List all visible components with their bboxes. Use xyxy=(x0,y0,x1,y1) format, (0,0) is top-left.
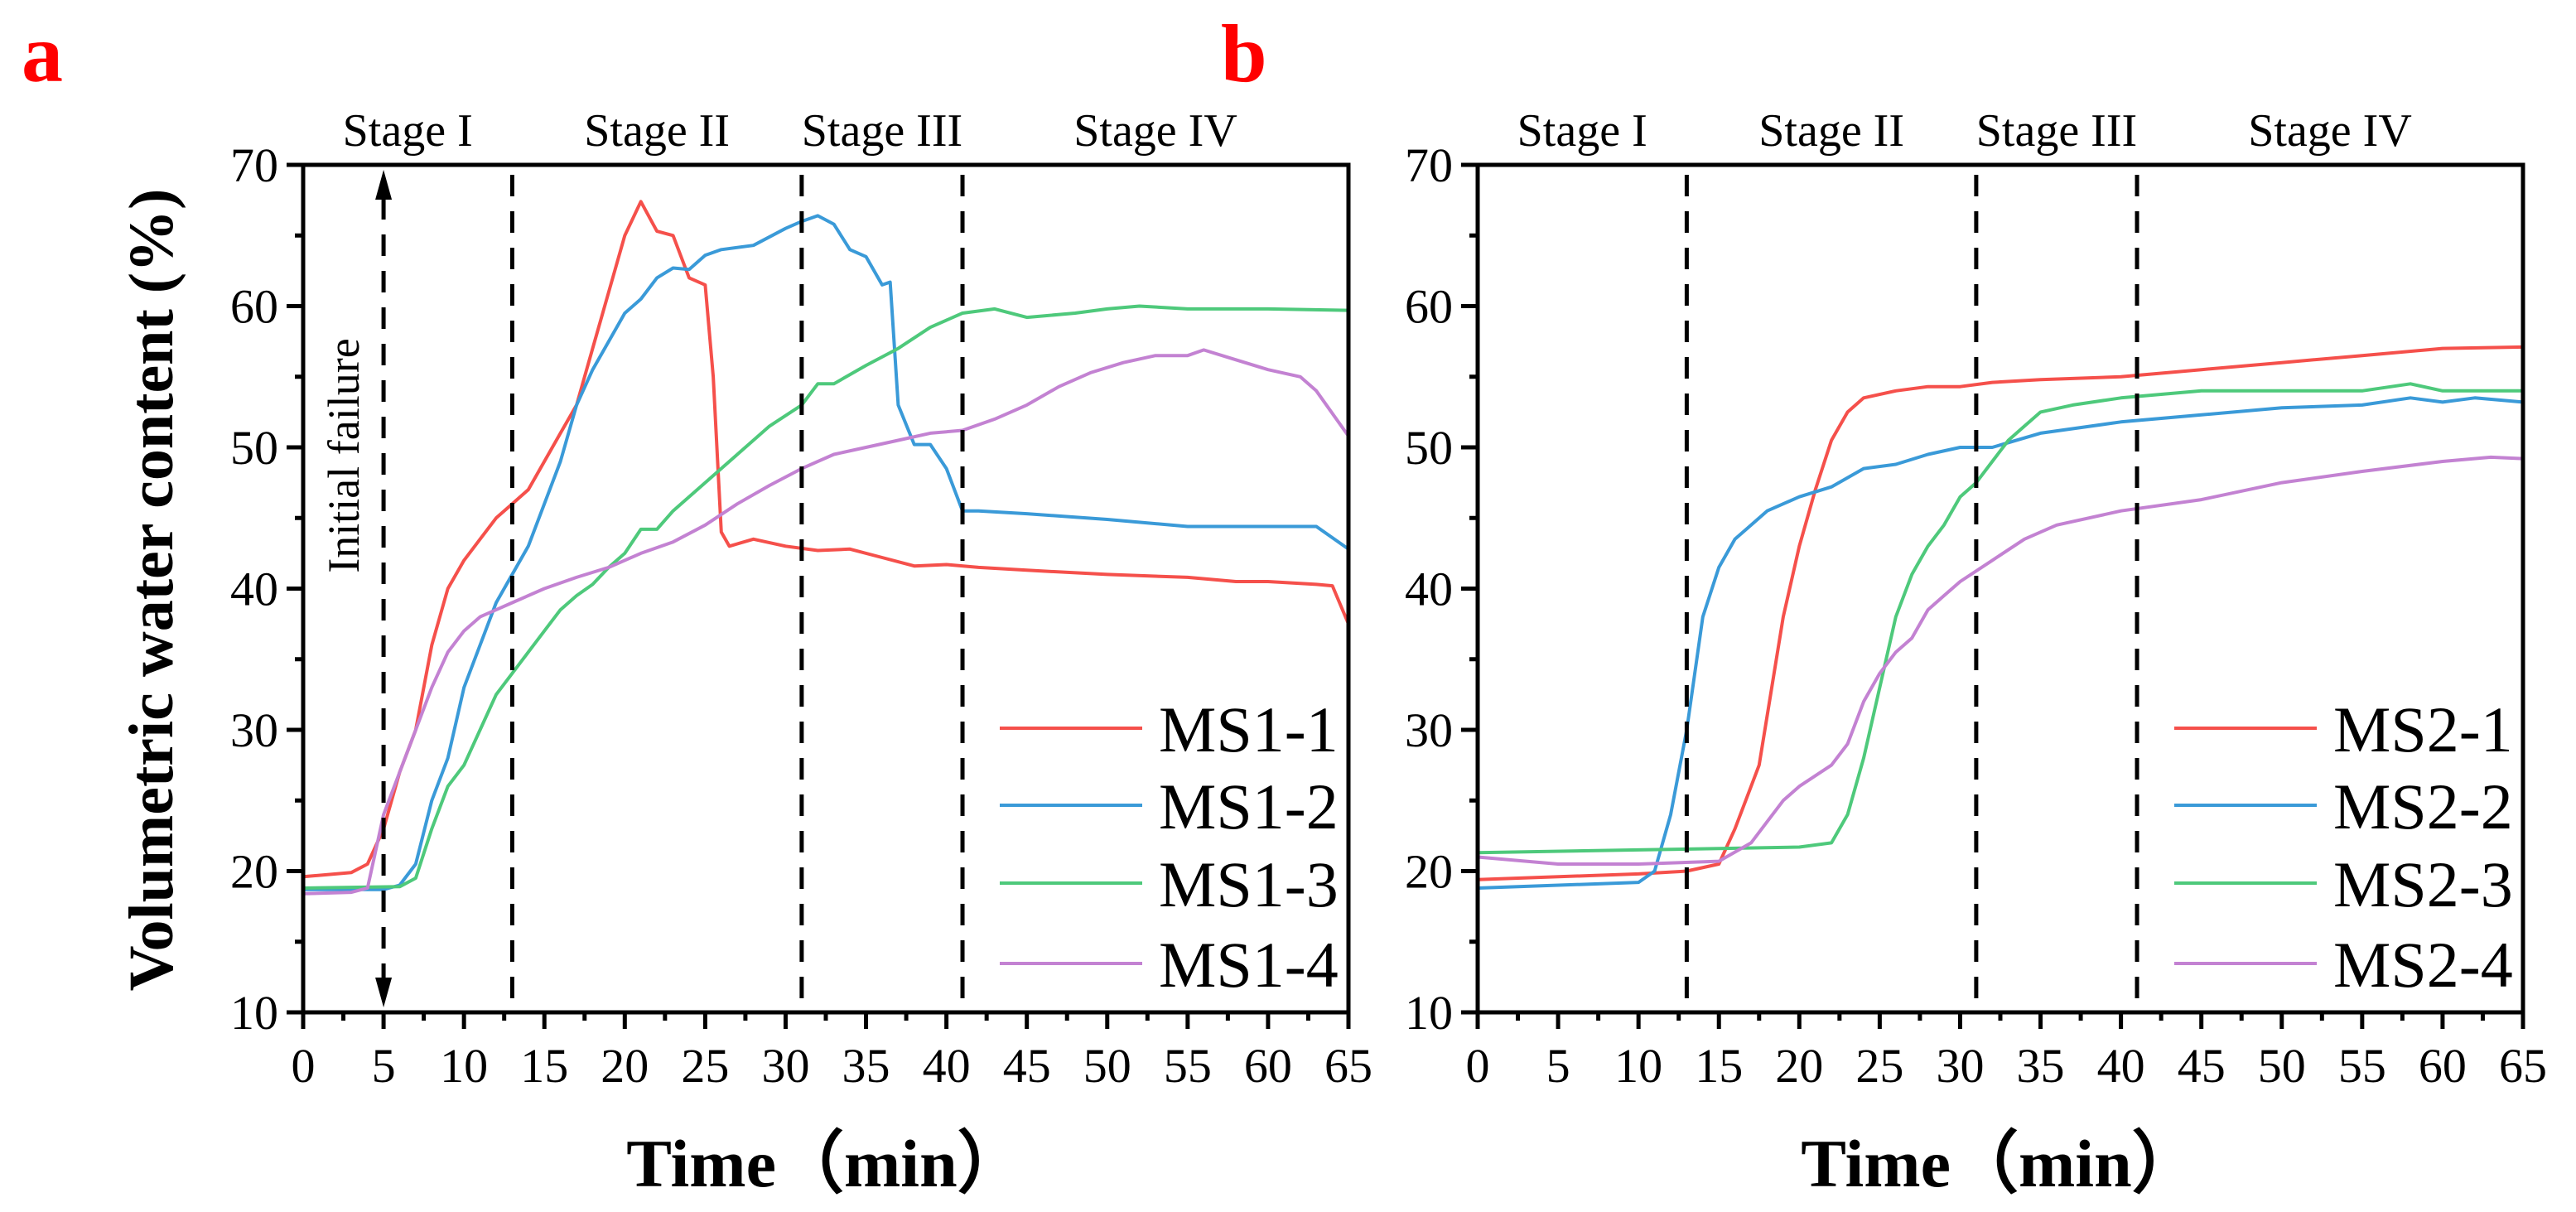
x-tick-label: 25 xyxy=(681,1039,729,1093)
series-line-MS1-1 xyxy=(302,200,1350,879)
series-line-MS1-4 xyxy=(302,348,1350,896)
x-tick-label: 10 xyxy=(1614,1039,1662,1093)
stage-label: Stage IV xyxy=(2248,105,2412,157)
panel-label: b xyxy=(1221,7,1267,99)
x-tick-label: 45 xyxy=(1003,1039,1051,1093)
y-tick-label: 10 xyxy=(1405,986,1453,1040)
y-tick-label: 50 xyxy=(230,421,278,475)
x-tick-label: 0 xyxy=(1466,1039,1490,1093)
legend-label: MS2-2 xyxy=(2333,770,2513,843)
legend-label: MS2-1 xyxy=(2333,693,2513,765)
legend-label: MS2-4 xyxy=(2333,929,2513,1001)
x-tick-label: 65 xyxy=(2499,1039,2547,1093)
series-line-MS2-4 xyxy=(1477,455,2524,866)
y-tick-label: 70 xyxy=(1405,138,1453,192)
x-tick-label: 15 xyxy=(520,1039,568,1093)
panel-label: a xyxy=(22,7,63,99)
series-line-MS1-2 xyxy=(303,214,1350,891)
x-tick-label: 55 xyxy=(1164,1039,1212,1093)
y-tick-label: 60 xyxy=(1405,280,1453,334)
x-tick-label: 45 xyxy=(2178,1039,2226,1093)
initial-failure-annotation: Initial failure xyxy=(319,338,369,572)
stage-label: Stage II xyxy=(584,105,730,157)
y-tick-label: 10 xyxy=(230,986,278,1040)
panel-a: a Stage I Stage II Stage III Stage IV Initial… xyxy=(22,7,1372,1201)
legend-item: MS2-3 xyxy=(2174,848,2513,920)
x-tick-label: 60 xyxy=(2419,1039,2467,1093)
y-tick-label: 40 xyxy=(230,563,278,616)
legend-label: MS1-4 xyxy=(1159,929,1339,1001)
x-tick-label: 5 xyxy=(1546,1039,1570,1093)
legend-item: MS2-2 xyxy=(2174,770,2513,843)
legend-item: MS1-2 xyxy=(1000,770,1339,843)
x-tick-label: 25 xyxy=(1855,1039,1903,1093)
series-line-MS2-2 xyxy=(1477,396,2524,890)
x-tick-label: 30 xyxy=(1936,1039,1984,1093)
stage-label: Stage I xyxy=(1517,105,1647,157)
x-tick-label: 5 xyxy=(372,1039,396,1093)
x-tick-label: 40 xyxy=(923,1039,971,1093)
y-tick-label: 20 xyxy=(230,845,278,899)
series-line-MS2-1 xyxy=(1477,345,2524,881)
x-tick-label: 35 xyxy=(2017,1039,2065,1093)
legend-label: MS2-3 xyxy=(2333,848,2513,920)
stage-label: Stage I xyxy=(343,105,473,157)
y-axis-label: Volumetric water content (%) xyxy=(117,189,186,992)
stage-label: Stage III xyxy=(802,105,962,157)
y-tick-label: 60 xyxy=(230,280,278,334)
legend-label: MS1-3 xyxy=(1159,848,1339,920)
x-tick-label: 0 xyxy=(292,1039,316,1093)
panel-b: b Stage I Stage II Stage III Stage IV 10 20 30 4… xyxy=(1221,7,2547,1201)
x-tick-label: 55 xyxy=(2338,1039,2386,1093)
stage-label: Stage IV xyxy=(1073,105,1237,157)
arrow-up-icon xyxy=(375,170,393,200)
x-tick-label: 35 xyxy=(842,1039,890,1093)
y-tick-label: 30 xyxy=(230,703,278,757)
stage-label: Stage II xyxy=(1758,105,1904,157)
y-tick-label: 20 xyxy=(1405,845,1453,899)
legend-label: MS1-2 xyxy=(1159,770,1339,843)
y-tick-label: 30 xyxy=(1405,703,1453,757)
x-tick-label: 65 xyxy=(1324,1039,1372,1093)
x-tick-label: 50 xyxy=(1083,1039,1131,1093)
x-tick-label: 10 xyxy=(440,1039,488,1093)
y-tick-label: 50 xyxy=(1405,421,1453,475)
series-line-MS1-3 xyxy=(302,304,1349,890)
x-tick-label: 30 xyxy=(761,1039,809,1093)
y-tick-label: 40 xyxy=(1405,563,1453,616)
arrow-down-icon xyxy=(375,978,393,1007)
x-tick-label: 50 xyxy=(2258,1039,2306,1093)
legend-item: MS1-3 xyxy=(1000,848,1339,920)
legend-item: MS1-1 xyxy=(1000,693,1339,765)
x-tick-label: 20 xyxy=(601,1039,649,1093)
series-line-MS2-3 xyxy=(1477,382,2523,855)
x-axis-label: Time（min） xyxy=(1801,1126,2199,1201)
x-tick-label: 40 xyxy=(2097,1039,2145,1093)
x-axis-label: Time（min） xyxy=(626,1126,1025,1201)
y-tick-label: 70 xyxy=(230,138,278,192)
x-tick-label: 60 xyxy=(1244,1039,1292,1093)
legend-item: MS1-4 xyxy=(1000,929,1339,1001)
legend-item: MS2-1 xyxy=(2174,693,2513,765)
x-tick-label: 15 xyxy=(1695,1039,1743,1093)
x-tick-label: 20 xyxy=(1775,1039,1823,1093)
legend-item: MS2-4 xyxy=(2174,929,2513,1001)
stage-label: Stage III xyxy=(1976,105,2137,157)
legend-label: MS1-1 xyxy=(1159,693,1339,765)
